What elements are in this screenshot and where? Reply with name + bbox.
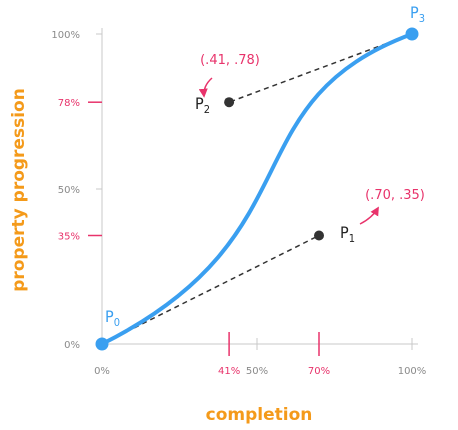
x-tick-group: 0% 41% 50% 70% 100% (94, 332, 426, 377)
y-tick-label: 0% (64, 340, 80, 351)
annotation-p2: (.41, .78) (200, 53, 260, 68)
y-tick-label: 100% (51, 30, 80, 41)
annotation-arrow-p1 (360, 208, 378, 224)
x-tick-label: 50% (246, 366, 268, 377)
point-label-p3: P3 (410, 3, 425, 25)
point-p2[interactable] (224, 97, 234, 107)
x-tick-label: 41% (218, 366, 240, 377)
x-tick-label: 0% (94, 366, 110, 377)
y-tick-label: 78% (58, 98, 80, 109)
y-axis-title: property progression (9, 88, 29, 292)
x-tick-label: 100% (398, 366, 427, 377)
annotation-arrow-p2 (204, 78, 212, 96)
annotation-p1: (.70, .35) (365, 188, 425, 203)
y-tick-group: 0% 35% 50% 78% 100% (51, 30, 102, 351)
point-p1[interactable] (314, 231, 324, 241)
point-label-p0: P0 (105, 307, 120, 329)
point-label-p1: P1 (340, 223, 355, 245)
y-tick-label: 50% (58, 185, 80, 196)
y-tick-label: 35% (58, 232, 80, 243)
point-p3[interactable] (406, 28, 419, 41)
point-p0[interactable] (96, 338, 109, 351)
x-axis-title: completion (206, 405, 313, 425)
x-tick-label: 70% (308, 366, 330, 377)
point-label-p2: P2 (195, 94, 210, 116)
